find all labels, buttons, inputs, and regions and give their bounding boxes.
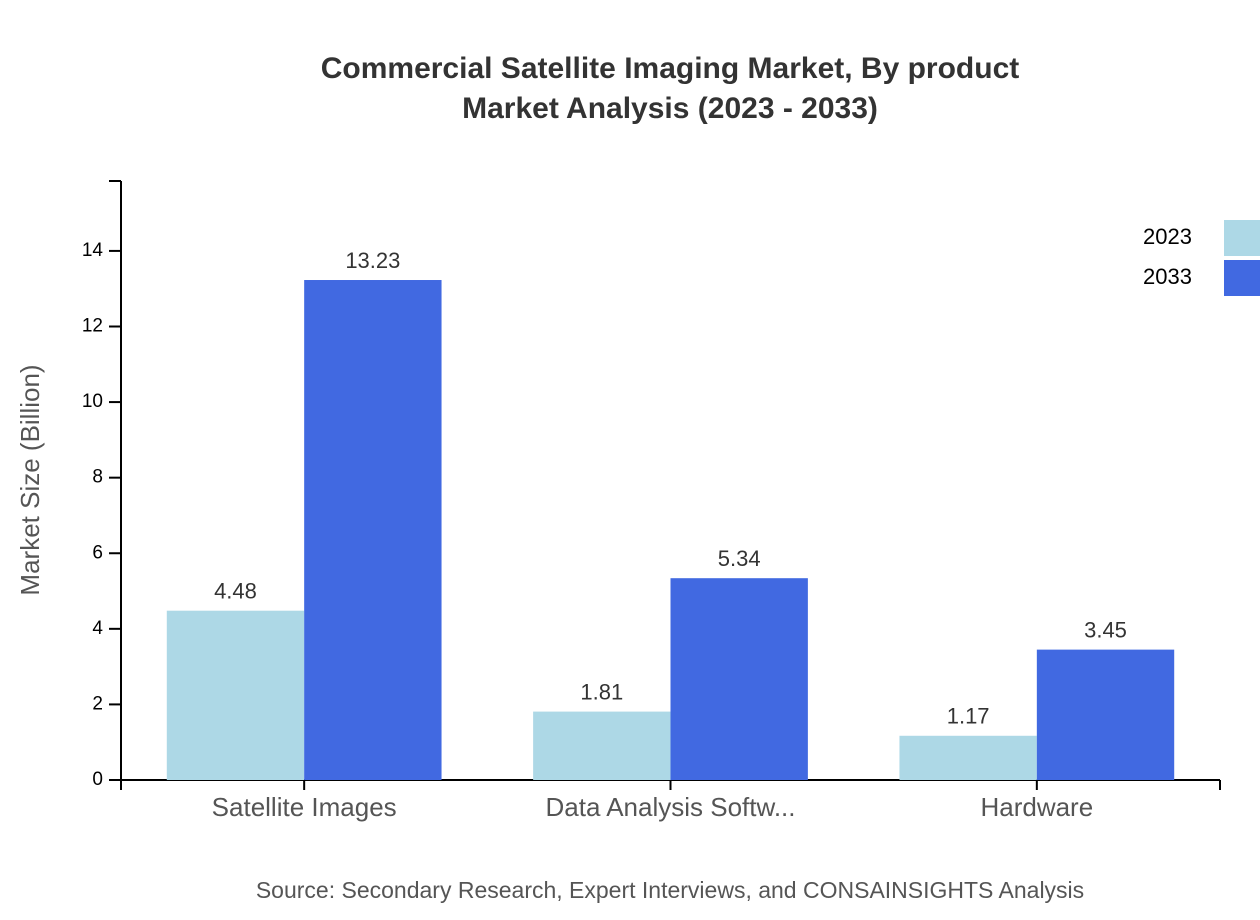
value-label: 1.17 bbox=[947, 704, 990, 729]
legend-swatch bbox=[1224, 260, 1260, 296]
legend-label: 2033 bbox=[1143, 264, 1192, 289]
value-label: 1.81 bbox=[580, 679, 623, 704]
y-tick-label: 6 bbox=[92, 542, 103, 563]
chart-title: Commercial Satellite Imaging Market, By … bbox=[321, 52, 1020, 85]
legend-swatch bbox=[1224, 220, 1260, 256]
y-tick-label: 14 bbox=[82, 240, 104, 261]
legend-label: 2023 bbox=[1143, 224, 1192, 249]
x-tick-label: Hardware bbox=[980, 792, 1093, 822]
bar bbox=[533, 711, 671, 780]
value-label: 4.48 bbox=[214, 579, 257, 604]
bar bbox=[899, 735, 1037, 780]
y-tick-label: 10 bbox=[82, 391, 103, 412]
value-label: 3.45 bbox=[1084, 617, 1127, 642]
value-label: 13.23 bbox=[345, 248, 400, 273]
y-tick-label: 8 bbox=[92, 467, 103, 488]
chart-subtitle: Market Analysis (2023 - 2033) bbox=[462, 92, 878, 125]
bar bbox=[670, 578, 808, 780]
bar bbox=[1036, 649, 1175, 780]
value-label: 5.34 bbox=[718, 546, 761, 571]
y-tick-label: 4 bbox=[92, 618, 103, 639]
y-tick-label: 0 bbox=[92, 769, 103, 790]
y-tick-label: 2 bbox=[92, 693, 103, 714]
x-tick-label: Satellite Images bbox=[212, 792, 397, 822]
x-tick-label: Data Analysis Softw... bbox=[545, 792, 795, 822]
bar bbox=[304, 280, 442, 780]
bar bbox=[166, 610, 305, 780]
y-axis-title: Market Size (Billion) bbox=[15, 364, 45, 595]
source-note: Source: Secondary Research, Expert Inter… bbox=[256, 877, 1084, 903]
y-tick-label: 12 bbox=[82, 316, 103, 337]
